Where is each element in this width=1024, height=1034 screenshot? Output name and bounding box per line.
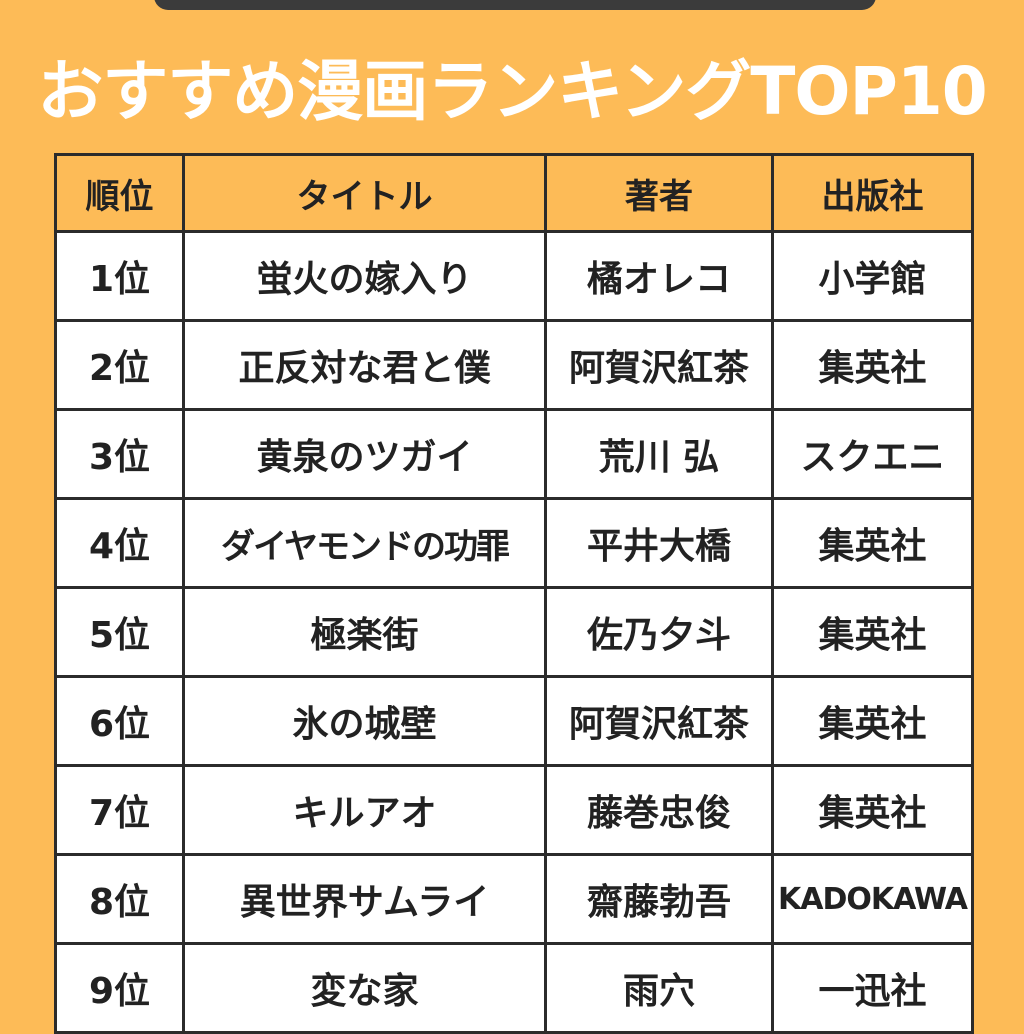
title-cell: 正反対な君と僕 [182, 319, 547, 411]
table-row: 8位 異世界サムライ 齋藤勃吾 KADOKAWA [54, 853, 974, 945]
title-cell: 蛍火の嫁入り [182, 230, 547, 322]
header-rank: 順位 [54, 153, 185, 233]
author-cell: 平井大橋 [544, 497, 774, 589]
top-banner-bar [154, 0, 876, 10]
title-cell: ダイヤモンドの功罪 [182, 497, 547, 589]
header-author: 著者 [544, 153, 774, 233]
rank-cell: 4位 [54, 497, 185, 589]
title-cell: 氷の城壁 [182, 675, 547, 767]
rank-cell: 1位 [54, 230, 185, 322]
rank-cell: 6位 [54, 675, 185, 767]
publisher-cell: 集英社 [771, 319, 974, 411]
title-cell: 異世界サムライ [182, 853, 547, 945]
author-cell: 佐乃夕斗 [544, 586, 774, 678]
table-row: 3位 黄泉のツガイ 荒川 弘 スクエニ [54, 408, 974, 500]
author-cell: 橘オレコ [544, 230, 774, 322]
table-row: 9位 変な家 雨穴 一迅社 [54, 942, 974, 1034]
publisher-cell: 集英社 [771, 586, 974, 678]
table-row: 1位 蛍火の嫁入り 橘オレコ 小学館 [54, 230, 974, 322]
publisher-cell: KADOKAWA [771, 853, 974, 945]
rank-cell: 7位 [54, 764, 185, 856]
table-row: 4位 ダイヤモンドの功罪 平井大橋 集英社 [54, 497, 974, 589]
table-row: 6位 氷の城壁 阿賀沢紅茶 集英社 [54, 675, 974, 767]
publisher-cell: 小学館 [771, 230, 974, 322]
table-row: 2位 正反対な君と僕 阿賀沢紅茶 集英社 [54, 319, 974, 411]
publisher-cell: 集英社 [771, 497, 974, 589]
publisher-cell: 集英社 [771, 675, 974, 767]
publisher-cell: スクエニ [771, 408, 974, 500]
author-cell: 藤巻忠俊 [544, 764, 774, 856]
title-cell: キルアオ [182, 764, 547, 856]
author-cell: 阿賀沢紅茶 [544, 319, 774, 411]
page-title: おすすめ漫画ランキングTOP10 [37, 53, 987, 130]
rank-cell: 9位 [54, 942, 185, 1034]
rank-cell: 8位 [54, 853, 185, 945]
author-cell: 齋藤勃吾 [544, 853, 774, 945]
author-cell: 阿賀沢紅茶 [544, 675, 774, 767]
author-cell: 雨穴 [544, 942, 774, 1034]
publisher-cell: 集英社 [771, 764, 974, 856]
title-cell: 黄泉のツガイ [182, 408, 547, 500]
rank-cell: 3位 [54, 408, 185, 500]
title-cell: 極楽街 [182, 586, 547, 678]
title-cell: 変な家 [182, 942, 547, 1034]
rank-cell: 5位 [54, 586, 185, 678]
publisher-cell: 一迅社 [771, 942, 974, 1034]
table-row: 5位 極楽街 佐乃夕斗 集英社 [54, 586, 974, 678]
ranking-table: 順位 タイトル 著者 出版社 1位 蛍火の嫁入り 橘オレコ 小学館 2位 正反対… [54, 153, 974, 1034]
table-row: 7位 キルアオ 藤巻忠俊 集英社 [54, 764, 974, 856]
author-cell: 荒川 弘 [544, 408, 774, 500]
table-header-row: 順位 タイトル 著者 出版社 [54, 153, 974, 233]
header-title: タイトル [182, 153, 547, 233]
rank-cell: 2位 [54, 319, 185, 411]
header-publisher: 出版社 [771, 153, 974, 233]
